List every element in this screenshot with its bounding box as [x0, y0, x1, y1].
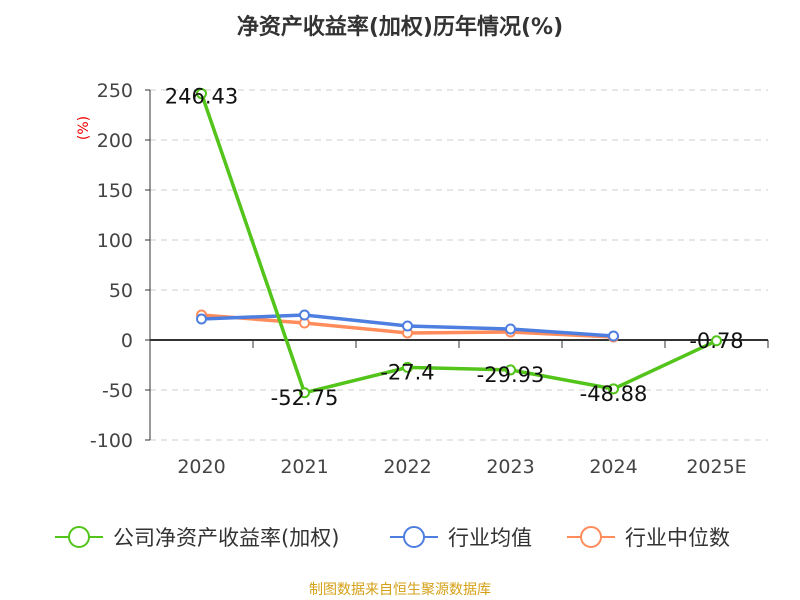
data-point: [299, 309, 310, 321]
legend-label: 行业中位数: [625, 526, 730, 550]
y-axis-label: (%): [76, 116, 92, 140]
data-label: 246.43: [165, 85, 238, 109]
y-tick-label: -50: [102, 380, 133, 402]
data-point: [505, 364, 516, 376]
y-tick-label: -100: [90, 430, 133, 452]
legend-marker-icon: [403, 526, 425, 548]
x-tick-label: 2022: [383, 456, 431, 478]
data-point: [711, 335, 722, 347]
data-point: [608, 383, 619, 395]
legend-marker-icon: [68, 526, 90, 548]
data-point: [196, 88, 207, 100]
y-tick-label: 100: [97, 230, 133, 252]
chart-title: 净资产收益率(加权)历年情况(%): [237, 14, 563, 40]
data-label: -48.88: [580, 382, 648, 406]
y-tick-label: 0: [121, 330, 133, 352]
x-tick-label: 2021: [280, 456, 328, 478]
data-label: -29.93: [477, 363, 545, 387]
data-point: [196, 313, 207, 325]
data-point: [402, 320, 413, 332]
data-point: [299, 387, 310, 399]
legend-marker-icon: [580, 526, 602, 548]
data-point: [608, 330, 619, 342]
data-label: -27.4: [380, 360, 434, 384]
data-label: -52.75: [271, 386, 339, 410]
y-tick-label: 50: [109, 280, 133, 302]
y-tick-label: 250: [97, 80, 133, 102]
data-point: [505, 323, 516, 335]
data-point: [402, 361, 413, 373]
x-tick-label: 2020: [177, 456, 225, 478]
data-label: -0.78: [689, 329, 743, 353]
x-tick-label: 2023: [486, 456, 534, 478]
y-tick-label: 150: [97, 180, 133, 202]
source-note: 制图数据来自恒生聚源数据库: [309, 582, 491, 598]
x-tick-label: 2025E: [686, 456, 746, 478]
y-tick-label: 200: [97, 130, 133, 152]
legend-label: 行业均值: [448, 526, 532, 550]
legend-label: 公司净资产收益率(加权): [113, 526, 339, 550]
series-line: [199, 93, 718, 395]
x-tick-label: 2024: [589, 456, 637, 478]
